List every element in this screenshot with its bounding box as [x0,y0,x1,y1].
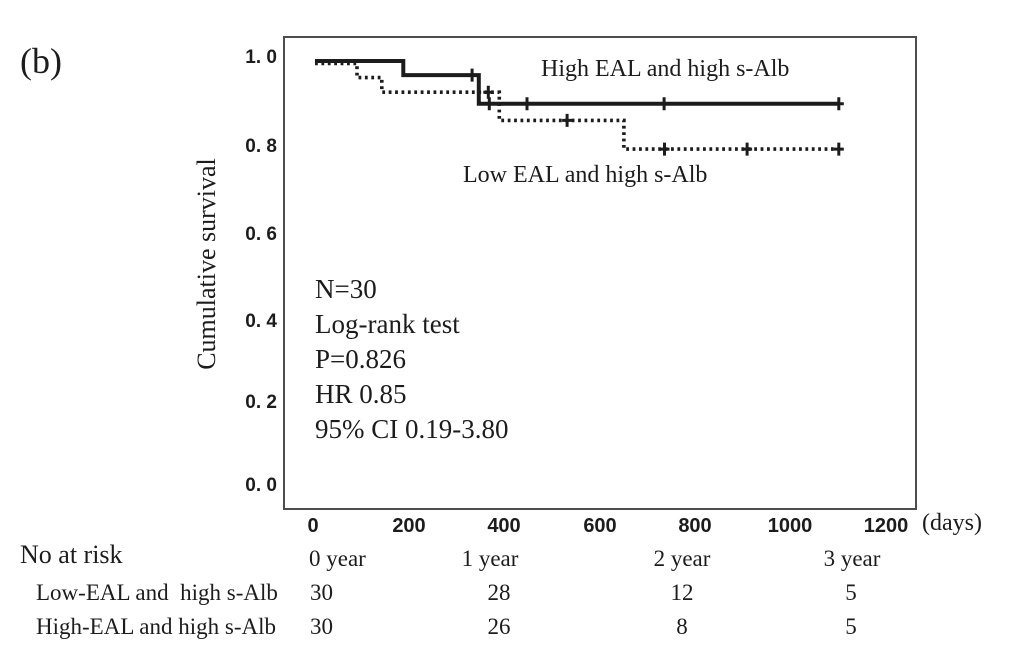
x-tick-label: 0 [307,515,319,537]
censor-mark [833,97,844,111]
x-tick-label: 600 [583,515,617,537]
curve-label-high-eal: High EAL and high s-Alb [541,56,790,82]
risk-value: 8 [676,614,688,639]
censor-mark [742,142,753,156]
y-tick-label: 0. 8 [245,136,277,157]
x-axis-unit-label: (days) [922,510,982,536]
stats-annotation: N=30 Log-rank test P=0.826 HR 0.85 95% C… [315,272,508,447]
risk-row-label-high-eal: High-EAL and high s-Alb [36,614,276,639]
panel-label: (b) [20,41,62,81]
stats-line-n: N=30 [315,274,377,304]
risk-col-1year: 1 year [461,546,519,571]
y-tick-label: 0. 0 [245,475,277,496]
risk-col-0year: 0 year [309,546,366,571]
survival-curves-svg [315,59,844,156]
series-solid [315,59,844,111]
x-tick-label: 200 [392,515,426,537]
censor-mark [562,113,573,127]
x-tick-label: 400 [487,515,521,537]
stats-line-ci: 95% CI 0.19-3.80 [315,414,509,444]
stats-line-p: P=0.826 [315,344,406,374]
stats-line-hr: HR 0.85 [315,379,407,409]
risk-value: 30 [310,580,333,605]
stats-line-test: Log-rank test [315,309,460,339]
y-axis-title: Cumulative survival [192,158,221,370]
x-tick-label: 800 [678,515,712,537]
survival-curve-dotted [315,61,839,151]
risk-value: 5 [845,580,857,605]
risk-value: 5 [845,614,857,639]
risk-value: 26 [487,614,511,639]
risk-value: 28 [487,580,511,605]
risk-value: 30 [310,614,333,639]
censor-mark [467,68,478,82]
censor-mark [833,142,844,156]
risk-col-2year: 2 year [653,546,711,571]
censor-mark [483,85,494,99]
survival-curve-solid [315,59,839,106]
risk-value: 12 [670,580,694,605]
y-tick-label: 0. 2 [245,392,277,413]
series-dotted [315,61,844,156]
risk-table-title: No at risk [20,540,123,569]
y-tick-label: 0. 4 [245,311,277,332]
y-tick-label: 1. 0 [245,47,277,68]
risk-row-label-low-eal: Low-EAL and high s-Alb [36,580,278,605]
x-tick-label: 1000 [767,515,813,537]
censor-mark [522,97,532,111]
censor-mark [659,142,670,156]
censor-mark [484,97,495,111]
curve-label-low-eal: Low EAL and high s-Alb [463,162,708,188]
plot-area: High EAL and high s-Alb Low EAL and high… [283,36,917,510]
x-tick-label: 1200 [863,515,909,537]
censor-mark [659,97,670,111]
risk-col-3year: 3 year [823,546,881,571]
y-tick-label: 0. 6 [245,224,277,245]
